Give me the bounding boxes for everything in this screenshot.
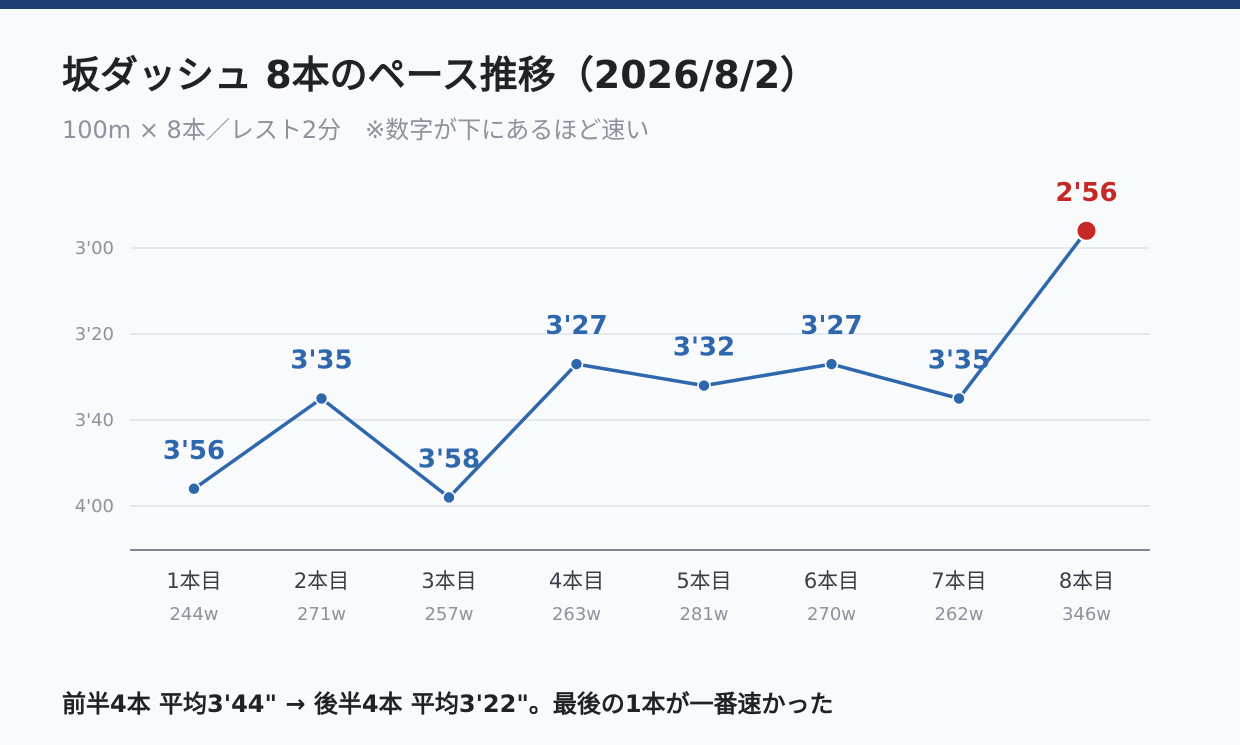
data-label: 3'27 xyxy=(800,311,862,341)
y-axis-ticks: 3'00 3'20 3'40 4'00 xyxy=(75,238,114,517)
top-accent-bar xyxy=(0,0,1240,9)
series-polyline xyxy=(192,229,1088,500)
data-label: 3'27 xyxy=(545,311,607,341)
data-label: 3'56 xyxy=(163,436,225,466)
y-tick-label: 3'40 xyxy=(75,410,114,431)
y-tick-label: 3'00 xyxy=(75,238,114,259)
data-label: 3'58 xyxy=(418,444,480,474)
data-points xyxy=(187,219,1098,505)
data-point xyxy=(442,490,456,505)
x-tick-watts: 271w xyxy=(297,604,346,625)
y-tick-label: 3'20 xyxy=(75,324,114,345)
y-tick-label: 4'00 xyxy=(75,496,114,517)
chart-subtitle: 100m × 8本／レスト2分 ※数字が下にあるほど速い xyxy=(62,116,650,144)
data-label: 3'32 xyxy=(673,333,735,363)
x-tick-watts: 281w xyxy=(679,604,728,625)
data-label: 3'35 xyxy=(928,346,990,376)
x-tick-watts: 257w xyxy=(424,604,473,625)
data-label: 2'56 xyxy=(1055,178,1117,208)
data-point xyxy=(187,482,201,496)
x-tick-watts: 262w xyxy=(934,604,983,625)
grid-lines xyxy=(130,247,1150,507)
x-axis-ticks: 1本目 244w 2本目 271w 3本目 257w 4本目 263w 5本目 281w 6本目 27… xyxy=(166,569,1114,625)
chart-title: 坂ダッシュ 8本のペース推移（2026/8/2） xyxy=(62,53,819,97)
summary-note: 前半4本 平均3'44" → 後半4本 平均3'22"。最後の1本が一番速かった xyxy=(62,690,834,718)
x-tick-label: 2本目 xyxy=(294,569,349,593)
data-point xyxy=(824,357,839,371)
data-point xyxy=(569,357,584,371)
x-tick-label: 3本目 xyxy=(421,569,476,593)
x-tick-label: 6本目 xyxy=(804,569,859,593)
x-tick-label: 5本目 xyxy=(676,569,731,593)
data-point xyxy=(697,378,711,393)
data-point-highlight xyxy=(1075,219,1098,242)
x-tick-label: 7本目 xyxy=(931,569,986,593)
series-line xyxy=(192,229,1088,500)
data-point xyxy=(314,391,329,406)
data-point xyxy=(952,391,966,406)
x-tick-watts: 263w xyxy=(552,604,601,625)
x-tick-label: 8本目 xyxy=(1059,569,1114,593)
x-tick-watts: 346w xyxy=(1062,604,1111,625)
x-tick-label: 4本目 xyxy=(549,569,604,593)
x-tick-watts: 244w xyxy=(169,604,218,625)
data-labels: 3'56 3'35 3'58 3'27 3'32 3'27 3'35 2'56 xyxy=(163,178,1118,475)
x-tick-watts: 270w xyxy=(807,604,856,625)
x-tick-label: 1本目 xyxy=(166,569,221,593)
data-label: 3'35 xyxy=(290,346,352,376)
